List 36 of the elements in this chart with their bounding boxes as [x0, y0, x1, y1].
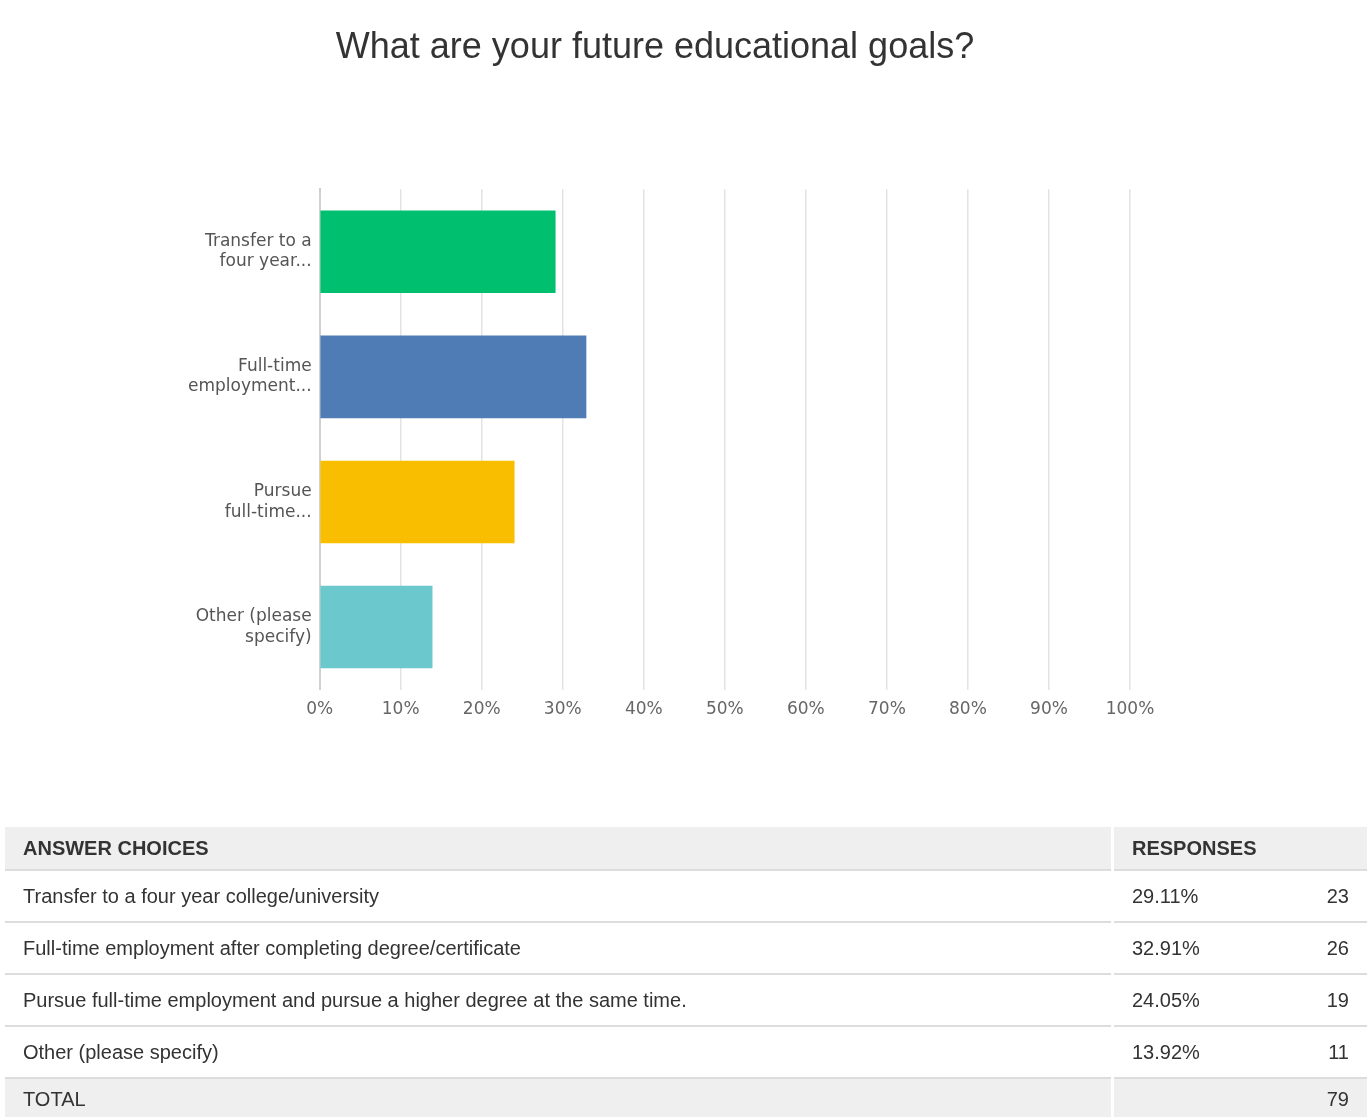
chart-title: What are your future educational goals?	[335, 24, 975, 66]
x-tick-label: 90%	[1030, 698, 1068, 719]
text: 29.11%	[1112, 870, 1270, 922]
text: 26	[1270, 922, 1367, 974]
x-tick-label: 70%	[868, 698, 906, 719]
text: Full-time employment after completing degree/certificate	[5, 922, 1113, 974]
text: Pursue full-time employment and pursue a higher degree at the same time.	[5, 974, 1113, 1026]
text: 13.92%	[1112, 1026, 1270, 1078]
text: RESPONSES	[1112, 827, 1367, 870]
y-tick-label: Full-time employment...	[187, 355, 312, 396]
x-tick-label: 50%	[705, 698, 744, 719]
x-tick-label: 30%	[543, 698, 582, 719]
text: ANSWER CHOICES	[5, 827, 1113, 870]
bar	[320, 460, 515, 544]
bar	[320, 335, 587, 419]
text: 19	[1270, 974, 1367, 1026]
bar	[320, 210, 556, 294]
text: 23	[1270, 870, 1367, 922]
y-tick-label: Transfer to a four year...	[204, 229, 312, 271]
text: 11	[1270, 1026, 1367, 1078]
text: 79	[1270, 1078, 1367, 1117]
y-tick-label: Other (please specify)	[195, 605, 312, 646]
x-tick-label: 40%	[624, 698, 663, 719]
text: 32.91%	[1112, 922, 1270, 974]
x-tick-label: 100%	[1105, 698, 1155, 719]
text: 24.05%	[1112, 974, 1270, 1026]
x-tick-label: 0%	[306, 698, 334, 719]
x-tick-label: 20%	[462, 698, 501, 719]
x-tick-label: 60%	[786, 698, 825, 719]
text: Transfer to a four year college/university	[5, 870, 1113, 922]
y-tick-label: Pursue full-time...	[224, 480, 312, 521]
x-tick-label: 80%	[949, 698, 987, 719]
text: TOTAL	[5, 1078, 1113, 1117]
bar	[320, 585, 433, 669]
x-tick-label: 10%	[381, 698, 420, 719]
text: Other (please specify)	[5, 1026, 1113, 1078]
